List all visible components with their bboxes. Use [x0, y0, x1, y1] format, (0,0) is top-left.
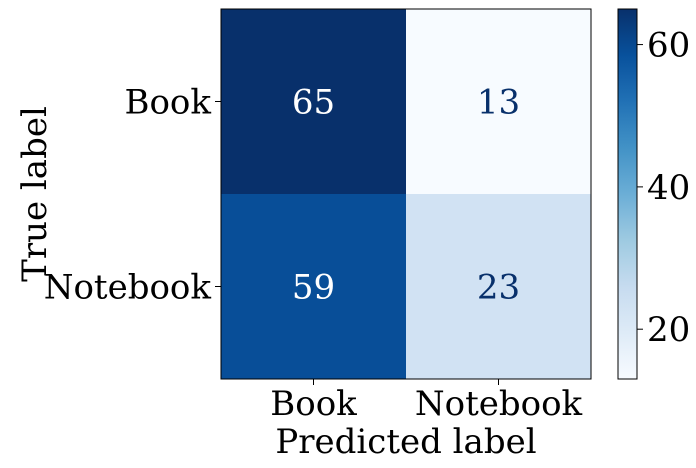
cell-value-label: 65	[292, 83, 335, 123]
x-tick-label: Notebook	[415, 384, 583, 424]
x-axis-ticks: Book Notebook	[270, 379, 583, 424]
heatmap-cells	[221, 9, 591, 379]
cell-value-labels: 65 13 59 23	[292, 83, 520, 308]
colorbar-tick-label: 20	[647, 310, 690, 350]
x-axis-label: Predicted label	[275, 422, 536, 462]
colorbar-ticks: 20 40 60	[637, 26, 690, 350]
cell-notebook-notebook	[406, 194, 591, 379]
y-tick-label: Notebook	[44, 268, 212, 308]
colorbar	[617, 8, 638, 380]
colorbar-tick-label: 60	[647, 26, 690, 66]
plot-frame	[220, 8, 592, 380]
cell-value-label: 13	[477, 83, 520, 123]
colorbar-tick-label: 40	[647, 168, 690, 208]
cell-book-book	[221, 9, 406, 194]
cell-notebook-book	[221, 194, 406, 379]
y-axis-ticks: Book Notebook	[44, 83, 221, 308]
x-tick-label: Book	[270, 384, 357, 424]
cell-value-label: 23	[477, 268, 520, 308]
y-tick-label: Book	[124, 83, 211, 123]
y-axis-label: True label	[15, 106, 55, 282]
cell-book-notebook	[406, 9, 591, 194]
cell-value-label: 59	[292, 268, 335, 308]
